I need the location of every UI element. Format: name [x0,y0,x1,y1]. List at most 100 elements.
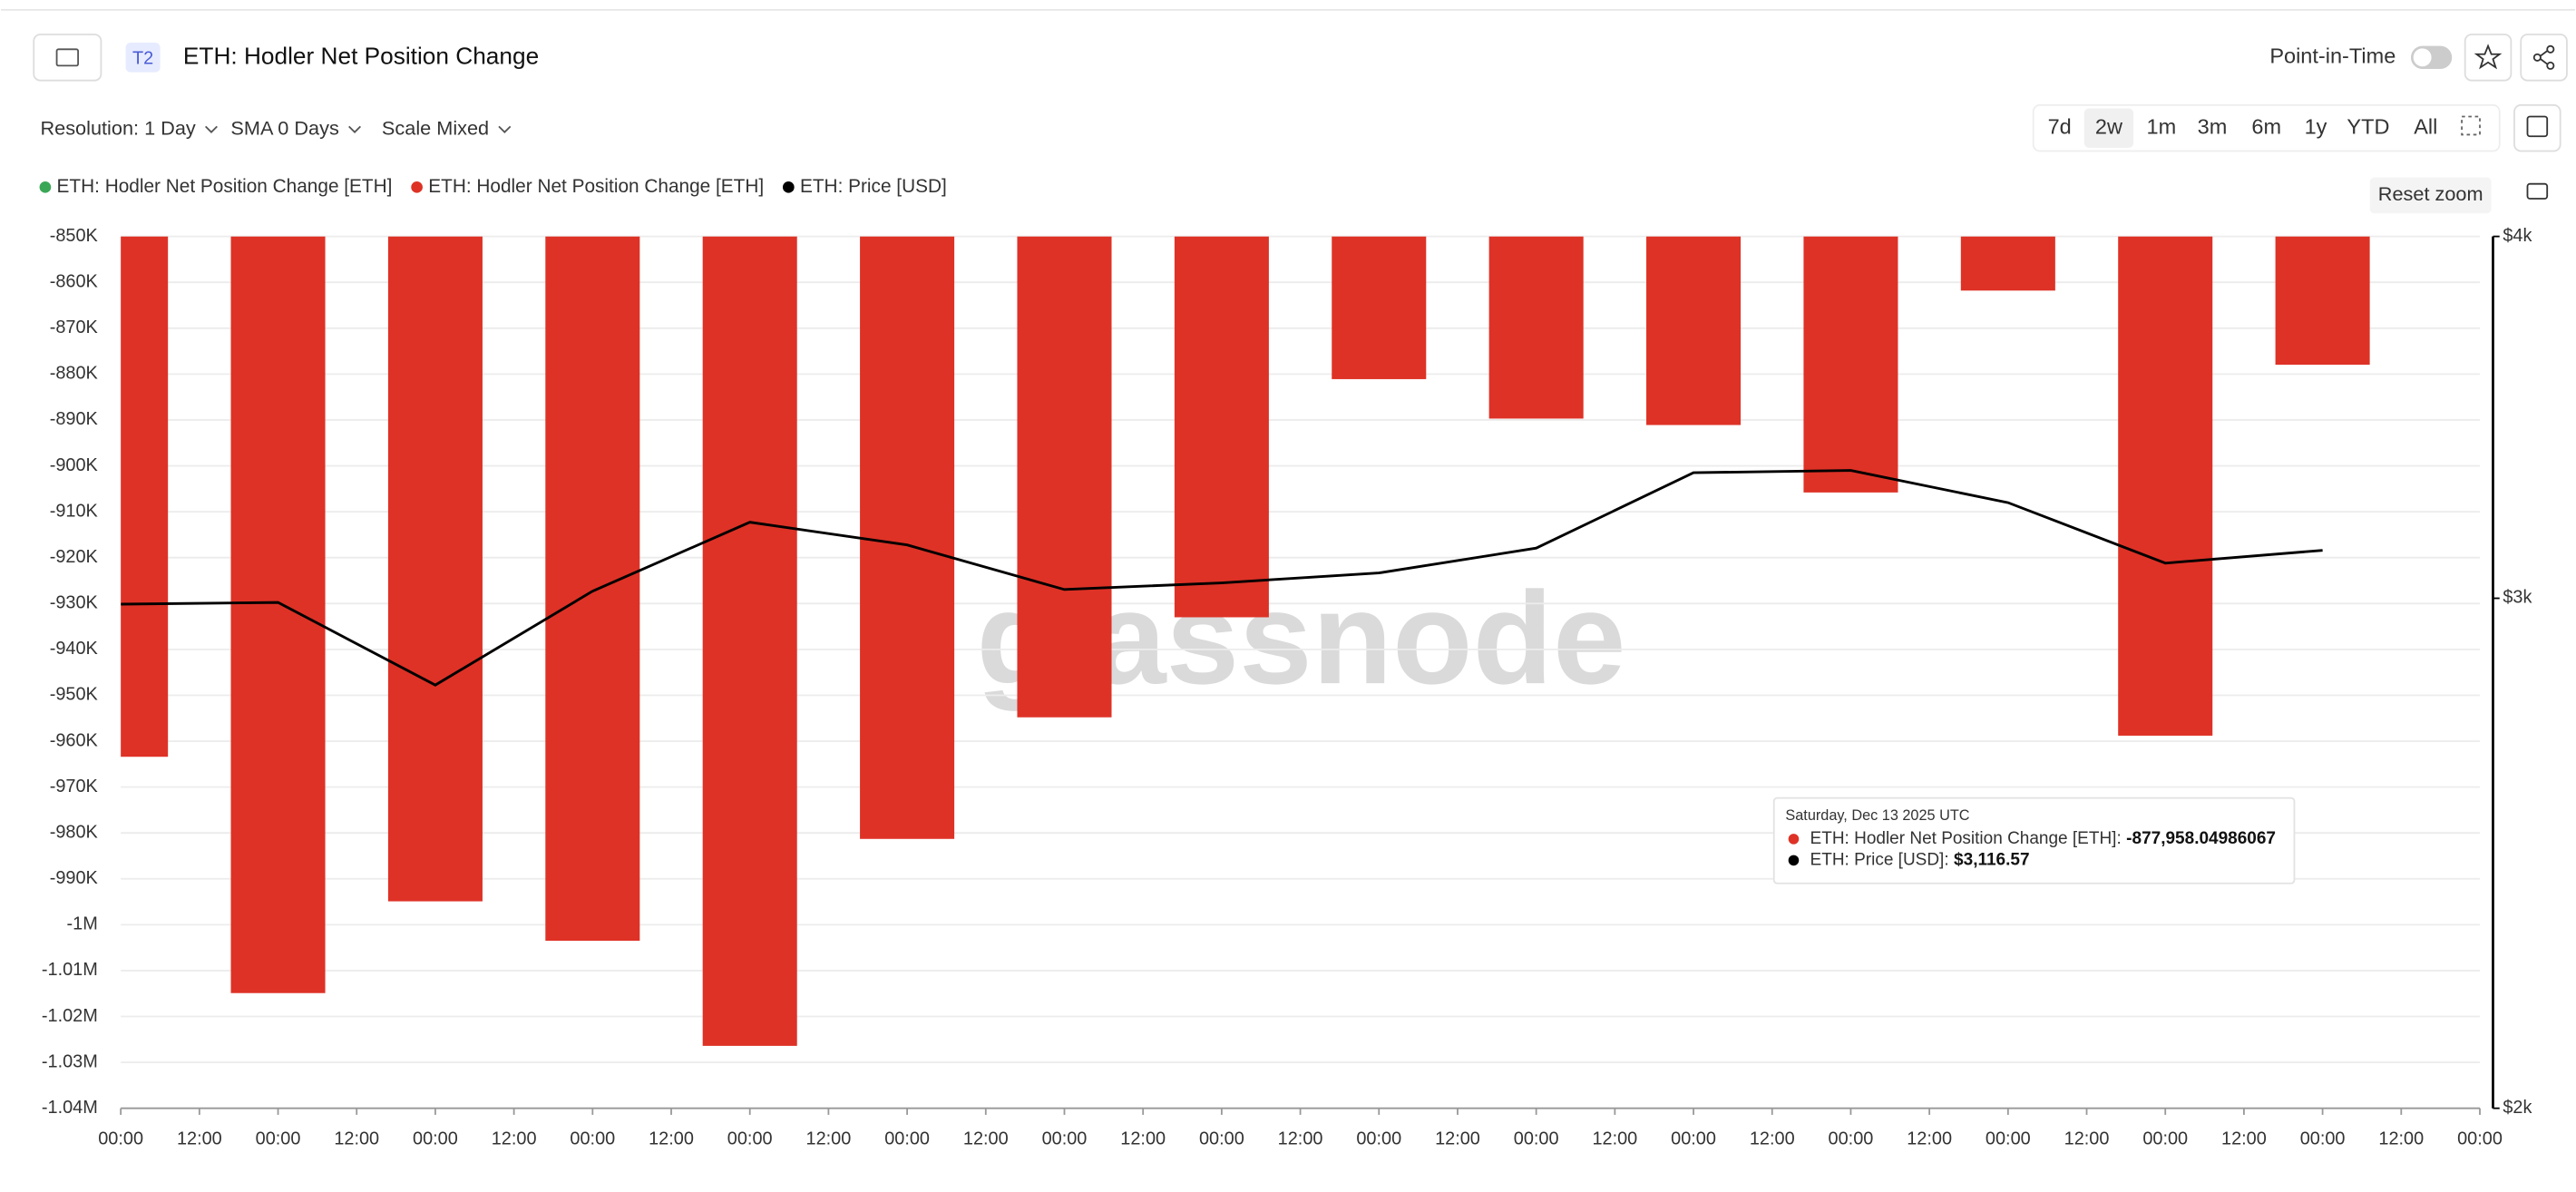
plot: -850K -860K -870K -880K -890K -900K -910K -920K… [42,226,2532,1148]
reset-zoom: Reset zoom [2378,182,2483,205]
range-button[interactable]: 1y [2305,114,2327,138]
range-button[interactable]: 7d [2048,114,2072,138]
y-tick-label: -1.03M [42,1051,98,1071]
y-tick-label: -960K [50,730,99,750]
legend-label[interactable]: ETH: Price [USD] [800,176,947,197]
legend-label[interactable]: ETH: Hodler Net Position Change [ETH] [57,176,393,197]
y2-tick-label: $3k [2503,588,2532,608]
x-tick-label: 12:00 [492,1128,537,1148]
x-tick-label: 00:00 [1199,1128,1244,1148]
tooltip-box [1772,796,2296,884]
x-tick-label: 00:00 [1514,1128,1559,1148]
tooltip-label: ETH: Hodler Net Position Change [ETH]: [1810,829,2122,848]
x-tick-label: 12:00 [1120,1128,1166,1148]
bar[interactable] [1488,236,1584,419]
tooltip: Saturday, Dec 13 2025 UTC ETH: Hodler Net… [1772,796,2296,884]
control[interactable]: Scale Mixed [382,117,489,140]
badge: T2 [132,48,153,68]
x-tick-label: 12:00 [1435,1128,1480,1148]
bar[interactable] [1646,236,1742,425]
bar[interactable] [2275,236,2370,366]
bar[interactable] [2118,236,2213,736]
range-button[interactable]: 3m [2198,114,2228,138]
x-tick-label: 00:00 [1042,1128,1088,1148]
range-bar [2032,103,2501,152]
y-tick-label: -910K [50,501,99,521]
y-tick-label: -850K [50,226,99,246]
x-tick-label: 12:00 [1750,1128,1795,1148]
tooltip-dot [1788,855,1800,866]
star-icon [2474,44,2503,70]
controls: Resolution: 1 Day SMA 0 Days Scale Mixed [40,117,512,140]
range-active [2083,108,2134,148]
range-button[interactable]: YTD [2347,114,2389,138]
bar[interactable] [1174,236,1269,618]
bar[interactable] [1332,236,1427,379]
y2-tick-label: $4k [2503,226,2532,246]
range-button[interactable]: 1m [2147,114,2177,138]
x-tick-label: 00:00 [2142,1128,2188,1148]
sidebar-icon [55,48,79,67]
y-tick-label: -920K [50,547,99,567]
favorite-button[interactable] [2464,34,2513,82]
x-tick-label: 00:00 [2300,1128,2346,1148]
x-tick-label: 12:00 [177,1128,222,1148]
x-tick-label: 12:00 [2378,1128,2424,1148]
y-tick-label: -970K [50,777,99,796]
bar[interactable] [545,236,640,942]
x-tick-label: 12:00 [2064,1128,2110,1148]
x-tick-label: 00:00 [884,1128,930,1148]
x-tick-label: 12:00 [2221,1128,2267,1148]
legend-dot [411,181,423,193]
ranges: 7d 2w 1m 3m 6m 1y YTD All [2048,108,2481,148]
price-line [121,469,2323,687]
x-tick-label: 00:00 [727,1128,773,1148]
range-button[interactable]: 6m [2251,114,2281,138]
bar[interactable] [73,236,169,757]
y-tick-label: -900K [50,455,99,475]
bar[interactable] [1960,236,2055,291]
y-tick-label: -950K [50,685,99,705]
x-tick-label: 00:00 [1671,1128,1716,1148]
range-button[interactable]: All [2414,114,2437,138]
calendar-icon [2526,115,2549,138]
legend: ETH: Hodler Net Position Change [ETH] ETH… [39,176,947,197]
bar[interactable] [387,236,483,902]
bar[interactable] [1803,236,1898,493]
bar[interactable] [230,236,326,993]
range-button[interactable]: 2w [2095,114,2123,138]
x-tick-label: 12:00 [806,1128,852,1148]
x-tick-label: 00:00 [1986,1128,2031,1148]
tooltip-title: Saturday, Dec 13 2025 UTC [1785,807,1969,824]
x-tick-label: 12:00 [963,1128,1009,1148]
tooltip-dot [1788,834,1800,845]
x-tick-label: 00:00 [1356,1128,1401,1148]
control[interactable]: Resolution: 1 Day [40,117,195,140]
bar[interactable] [860,236,955,839]
x-tick-label: 12:00 [1592,1128,1637,1148]
y-tick-label: -1.02M [42,1006,98,1026]
control[interactable]: SMA 0 Days [230,117,339,140]
y-tick-label: -1M [67,914,98,934]
reset-zoom-button[interactable] [2369,177,2492,214]
y-tick-label: -990K [50,868,99,888]
x-tick-label: 00:00 [256,1128,301,1148]
sidebar-toggle[interactable] [33,34,102,82]
x-tick-label: 12:00 [649,1128,694,1148]
camera-icon[interactable] [2526,182,2549,200]
legend-label[interactable]: ETH: Hodler Net Position Change [ETH] [428,176,764,197]
legend-dot [39,181,52,193]
bar[interactable] [1017,236,1112,718]
bar[interactable] [702,236,797,1046]
x-tick-label: 00:00 [98,1128,143,1148]
x-tick-label: 12:00 [1278,1128,1323,1148]
y-tick-label: -890K [50,409,99,429]
y-tick-label: -930K [50,593,99,613]
plot-area [73,236,2370,1046]
x-tick-label: 00:00 [413,1128,458,1148]
zoom-select-icon[interactable] [2461,115,2481,136]
calendar-button[interactable] [2513,103,2561,152]
x-tick-label: 12:00 [334,1128,379,1148]
share-button[interactable] [2520,34,2568,82]
